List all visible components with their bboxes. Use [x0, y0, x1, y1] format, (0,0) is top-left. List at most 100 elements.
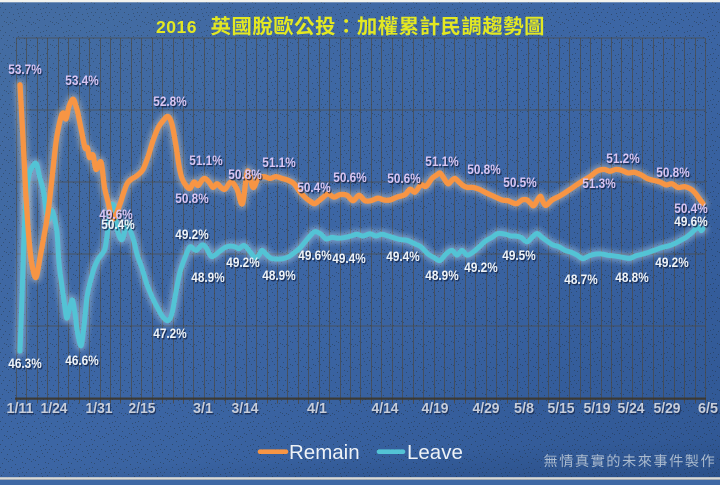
svg-text:1/31: 1/31 — [87, 402, 114, 418]
svg-text:49.2%: 49.2% — [656, 255, 690, 271]
svg-text:49.2%: 49.2% — [175, 226, 209, 242]
svg-text:49.2%: 49.2% — [176, 227, 210, 243]
svg-text:5/29: 5/29 — [654, 401, 681, 417]
svg-text:1/11: 1/11 — [8, 402, 35, 418]
svg-text:51.1%: 51.1% — [425, 153, 459, 169]
svg-text:4/14: 4/14 — [373, 402, 400, 418]
svg-text:50.4%: 50.4% — [297, 179, 331, 195]
svg-text:50.8%: 50.8% — [229, 167, 263, 183]
svg-text:50.8%: 50.8% — [175, 190, 209, 206]
svg-text:51.2%: 51.2% — [606, 150, 640, 166]
svg-text:46.6%: 46.6% — [65, 352, 99, 368]
svg-text:50.8%: 50.8% — [467, 161, 501, 177]
svg-text:50.4%: 50.4% — [102, 217, 136, 233]
svg-text:5/24: 5/24 — [618, 401, 645, 417]
svg-text:51.1%: 51.1% — [262, 154, 296, 170]
svg-text:5/19: 5/19 — [585, 402, 612, 418]
svg-text:48.9%: 48.9% — [191, 269, 225, 285]
svg-text:47.2%: 47.2% — [154, 326, 188, 342]
svg-text:Remain: Remain — [289, 441, 360, 464]
svg-text:50.6%: 50.6% — [333, 169, 367, 185]
svg-text:49.6%: 49.6% — [99, 206, 133, 222]
svg-text:50.5%: 50.5% — [504, 175, 538, 191]
svg-text:52.8%: 52.8% — [154, 94, 188, 110]
svg-text:49.4%: 49.4% — [332, 250, 366, 266]
svg-text:51.1%: 51.1% — [263, 155, 297, 171]
svg-text:48.7%: 48.7% — [564, 271, 598, 287]
svg-text:50.4%: 50.4% — [298, 180, 332, 196]
svg-text:48.9%: 48.9% — [263, 268, 297, 284]
svg-text:5/24: 5/24 — [619, 402, 646, 418]
svg-text:49.5%: 49.5% — [503, 248, 537, 264]
svg-text:51.2%: 51.2% — [607, 151, 641, 167]
svg-text:5/15: 5/15 — [548, 401, 575, 417]
svg-text:49.2%: 49.2% — [226, 254, 260, 270]
svg-text:49.2%: 49.2% — [465, 260, 499, 276]
svg-text:50.4%: 50.4% — [674, 200, 708, 216]
svg-text:49.2%: 49.2% — [227, 255, 261, 271]
svg-text:48.9%: 48.9% — [425, 267, 459, 283]
svg-text:4/1: 4/1 — [308, 402, 328, 418]
svg-text:50.8%: 50.8% — [176, 191, 210, 207]
svg-text:Leave: Leave — [407, 441, 463, 464]
svg-text:3/1: 3/1 — [194, 402, 214, 418]
svg-text:49.5%: 49.5% — [502, 247, 536, 263]
svg-text:52.8%: 52.8% — [153, 93, 187, 109]
svg-text:50.8%: 50.8% — [228, 166, 262, 182]
svg-text:51.1%: 51.1% — [426, 154, 460, 170]
svg-text:3/1: 3/1 — [193, 401, 213, 417]
svg-text:1/24: 1/24 — [41, 401, 68, 417]
svg-text:2016: 2016 — [156, 17, 197, 37]
svg-text:4/1: 4/1 — [307, 401, 327, 417]
svg-text:48.9%: 48.9% — [262, 267, 296, 283]
svg-text:49.2%: 49.2% — [655, 254, 689, 270]
svg-text:5/19: 5/19 — [584, 401, 611, 417]
svg-text:49.4%: 49.4% — [333, 251, 367, 267]
svg-text:48.7%: 48.7% — [565, 272, 599, 288]
svg-text:50.8%: 50.8% — [468, 162, 502, 178]
svg-text:53.7%: 53.7% — [8, 61, 42, 77]
svg-text:4/29: 4/29 — [473, 401, 500, 417]
svg-text:46.6%: 46.6% — [66, 353, 100, 369]
svg-text:50.6%: 50.6% — [388, 171, 422, 187]
svg-text:46.3%: 46.3% — [9, 356, 43, 372]
svg-text:51.1%: 51.1% — [190, 153, 224, 169]
svg-text:50.8%: 50.8% — [657, 165, 691, 181]
svg-text:53.4%: 53.4% — [66, 73, 100, 89]
svg-text:49.6%: 49.6% — [100, 207, 134, 223]
svg-text:4/14: 4/14 — [372, 401, 399, 417]
svg-text:48.9%: 48.9% — [426, 268, 460, 284]
svg-text:6/5: 6/5 — [699, 402, 719, 418]
svg-text:4/29: 4/29 — [474, 402, 501, 418]
svg-text:49.2%: 49.2% — [464, 259, 498, 275]
svg-text:53.4%: 53.4% — [65, 72, 99, 88]
svg-text:50.4%: 50.4% — [675, 201, 709, 217]
svg-text:50.5%: 50.5% — [503, 174, 537, 190]
svg-text:1/24: 1/24 — [42, 402, 69, 418]
svg-text:50.6%: 50.6% — [334, 170, 368, 186]
svg-text:6/5: 6/5 — [698, 401, 718, 417]
svg-text:3/14: 3/14 — [232, 401, 259, 417]
svg-text:48.9%: 48.9% — [192, 270, 226, 286]
svg-text:51.1%: 51.1% — [189, 152, 223, 168]
svg-text:49.4%: 49.4% — [386, 248, 420, 264]
svg-text:49.6%: 49.6% — [299, 248, 333, 264]
svg-text:5/8: 5/8 — [514, 401, 534, 417]
svg-text:50.8%: 50.8% — [656, 164, 690, 180]
svg-text:2/15: 2/15 — [130, 402, 157, 418]
svg-text:48.8%: 48.8% — [615, 269, 649, 285]
svg-text:5/8: 5/8 — [515, 402, 535, 418]
svg-text:53.7%: 53.7% — [9, 62, 43, 78]
svg-text:5/29: 5/29 — [655, 402, 682, 418]
svg-text:50.4%: 50.4% — [101, 216, 135, 232]
svg-text:1/31: 1/31 — [86, 401, 113, 417]
svg-text:47.2%: 47.2% — [153, 325, 187, 341]
svg-text:49.4%: 49.4% — [387, 249, 421, 265]
svg-text:51.3%: 51.3% — [583, 176, 617, 192]
svg-text:49.6%: 49.6% — [674, 213, 708, 229]
svg-text:4/19: 4/19 — [422, 401, 449, 417]
svg-text:49.6%: 49.6% — [298, 247, 332, 263]
svg-text:5/15: 5/15 — [549, 402, 576, 418]
svg-text:3/14: 3/14 — [233, 402, 260, 418]
svg-text:49.6%: 49.6% — [675, 214, 709, 230]
